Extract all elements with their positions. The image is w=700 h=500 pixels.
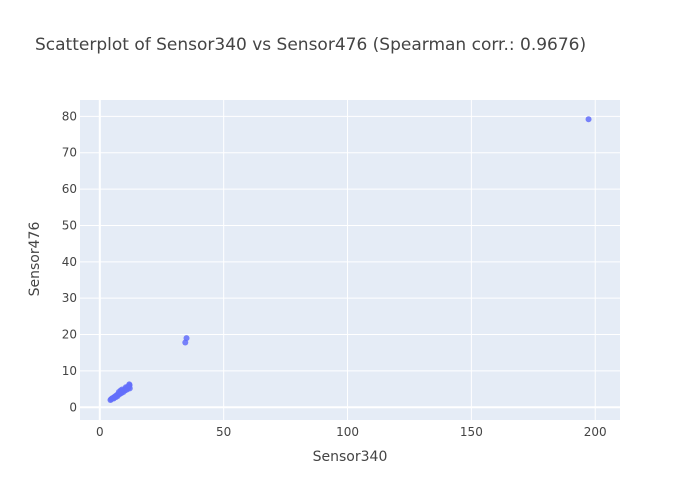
data-point xyxy=(115,389,122,395)
tick-labels: 0 50 100 150 200 0 10 20 30 40 50 60 70 80 xyxy=(62,109,607,439)
y-tick-label: 0 xyxy=(69,400,77,414)
data-point xyxy=(126,381,133,388)
y-tick-label: 40 xyxy=(62,255,77,269)
grid-lines xyxy=(80,100,620,420)
y-tick-label: 50 xyxy=(62,218,77,232)
x-tick-label: 0 xyxy=(96,425,104,439)
y-tick-label: 10 xyxy=(62,364,77,378)
y-tick-label: 60 xyxy=(62,182,77,196)
y-tick-label: 30 xyxy=(62,291,77,305)
data-point xyxy=(110,395,117,402)
chart-title: Scatterplot of Sensor340 vs Sensor476 (S… xyxy=(35,35,586,55)
x-tick-label: 50 xyxy=(216,425,231,439)
x-axis-title: Sensor340 xyxy=(313,449,388,465)
x-tick-label: 200 xyxy=(584,425,607,439)
y-tick-label: 20 xyxy=(62,328,77,342)
x-tick-label: 150 xyxy=(460,425,483,439)
data-point xyxy=(183,335,190,342)
data-points xyxy=(107,116,592,403)
x-tick-label: 100 xyxy=(336,425,359,439)
data-point xyxy=(585,116,592,123)
y-axis-title: Sensor476 xyxy=(27,222,43,297)
y-tick-label: 70 xyxy=(62,146,77,160)
plot-area xyxy=(80,100,620,420)
y-tick-label: 80 xyxy=(62,109,77,123)
